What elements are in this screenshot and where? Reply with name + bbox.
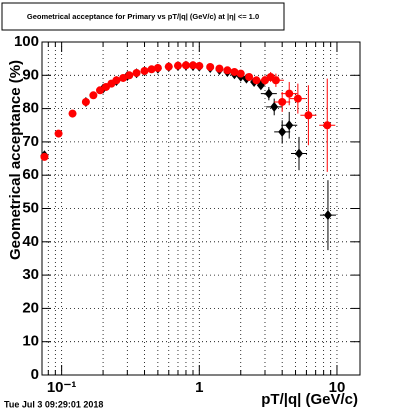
point: [125, 71, 134, 80]
point: [293, 94, 302, 103]
point: [271, 76, 280, 85]
y-tick-label: 60: [22, 166, 39, 183]
point: [264, 88, 273, 99]
point: [278, 126, 287, 137]
point: [215, 64, 224, 73]
point: [89, 91, 98, 100]
y-tick-label: 50: [22, 199, 39, 216]
timestamp: Tue Jul 3 09:29:01 2018: [4, 399, 103, 409]
x-tick-label: 10⁻¹: [47, 379, 77, 396]
x-axis-label: pT/|q| (GeV/c): [261, 391, 358, 408]
point: [68, 109, 77, 118]
point: [173, 61, 182, 70]
point: [223, 66, 232, 75]
y-tick-label: 30: [22, 266, 39, 283]
point: [285, 89, 294, 98]
point: [236, 69, 245, 78]
y-tick-label: 20: [22, 299, 39, 316]
point: [323, 121, 332, 130]
point: [285, 120, 294, 131]
point: [119, 73, 128, 82]
point: [278, 97, 287, 106]
y-tick-label: 0: [31, 366, 39, 383]
point: [112, 76, 121, 85]
point: [153, 63, 162, 72]
title-box: [1, 2, 285, 31]
y-tick-label: 40: [22, 233, 39, 250]
y-tick-label: 90: [22, 66, 39, 83]
y-tick-label: 70: [22, 133, 39, 150]
point: [230, 67, 239, 76]
point: [54, 129, 63, 138]
point: [304, 111, 313, 120]
x-tick-label: 10: [329, 379, 346, 396]
point: [140, 66, 149, 75]
point: [270, 101, 279, 112]
y-axis-label: Geometrical acceptance (%): [7, 60, 24, 260]
point: [164, 62, 173, 71]
point: [252, 76, 261, 85]
point: [189, 61, 198, 70]
y-tick-label: 10: [22, 333, 39, 350]
point: [181, 61, 190, 70]
y-tick-label: 100: [14, 33, 39, 50]
plot-frame: [41, 41, 361, 376]
point: [323, 210, 332, 221]
point: [206, 62, 215, 71]
point: [147, 65, 156, 74]
x-tick-label: 1: [195, 379, 203, 396]
point: [132, 68, 141, 77]
point: [81, 97, 90, 106]
point: [40, 152, 49, 161]
y-tick-label: 80: [22, 100, 39, 117]
point: [96, 86, 105, 95]
point: [295, 148, 304, 159]
chart-title: Geometrical acceptance for Primary vs pT…: [27, 12, 259, 21]
point: [245, 72, 254, 81]
point: [195, 61, 204, 70]
plot-area: 0 10 20 30 40 50 60 70 80 90 100 10⁻¹ 1 10: [14, 33, 361, 396]
